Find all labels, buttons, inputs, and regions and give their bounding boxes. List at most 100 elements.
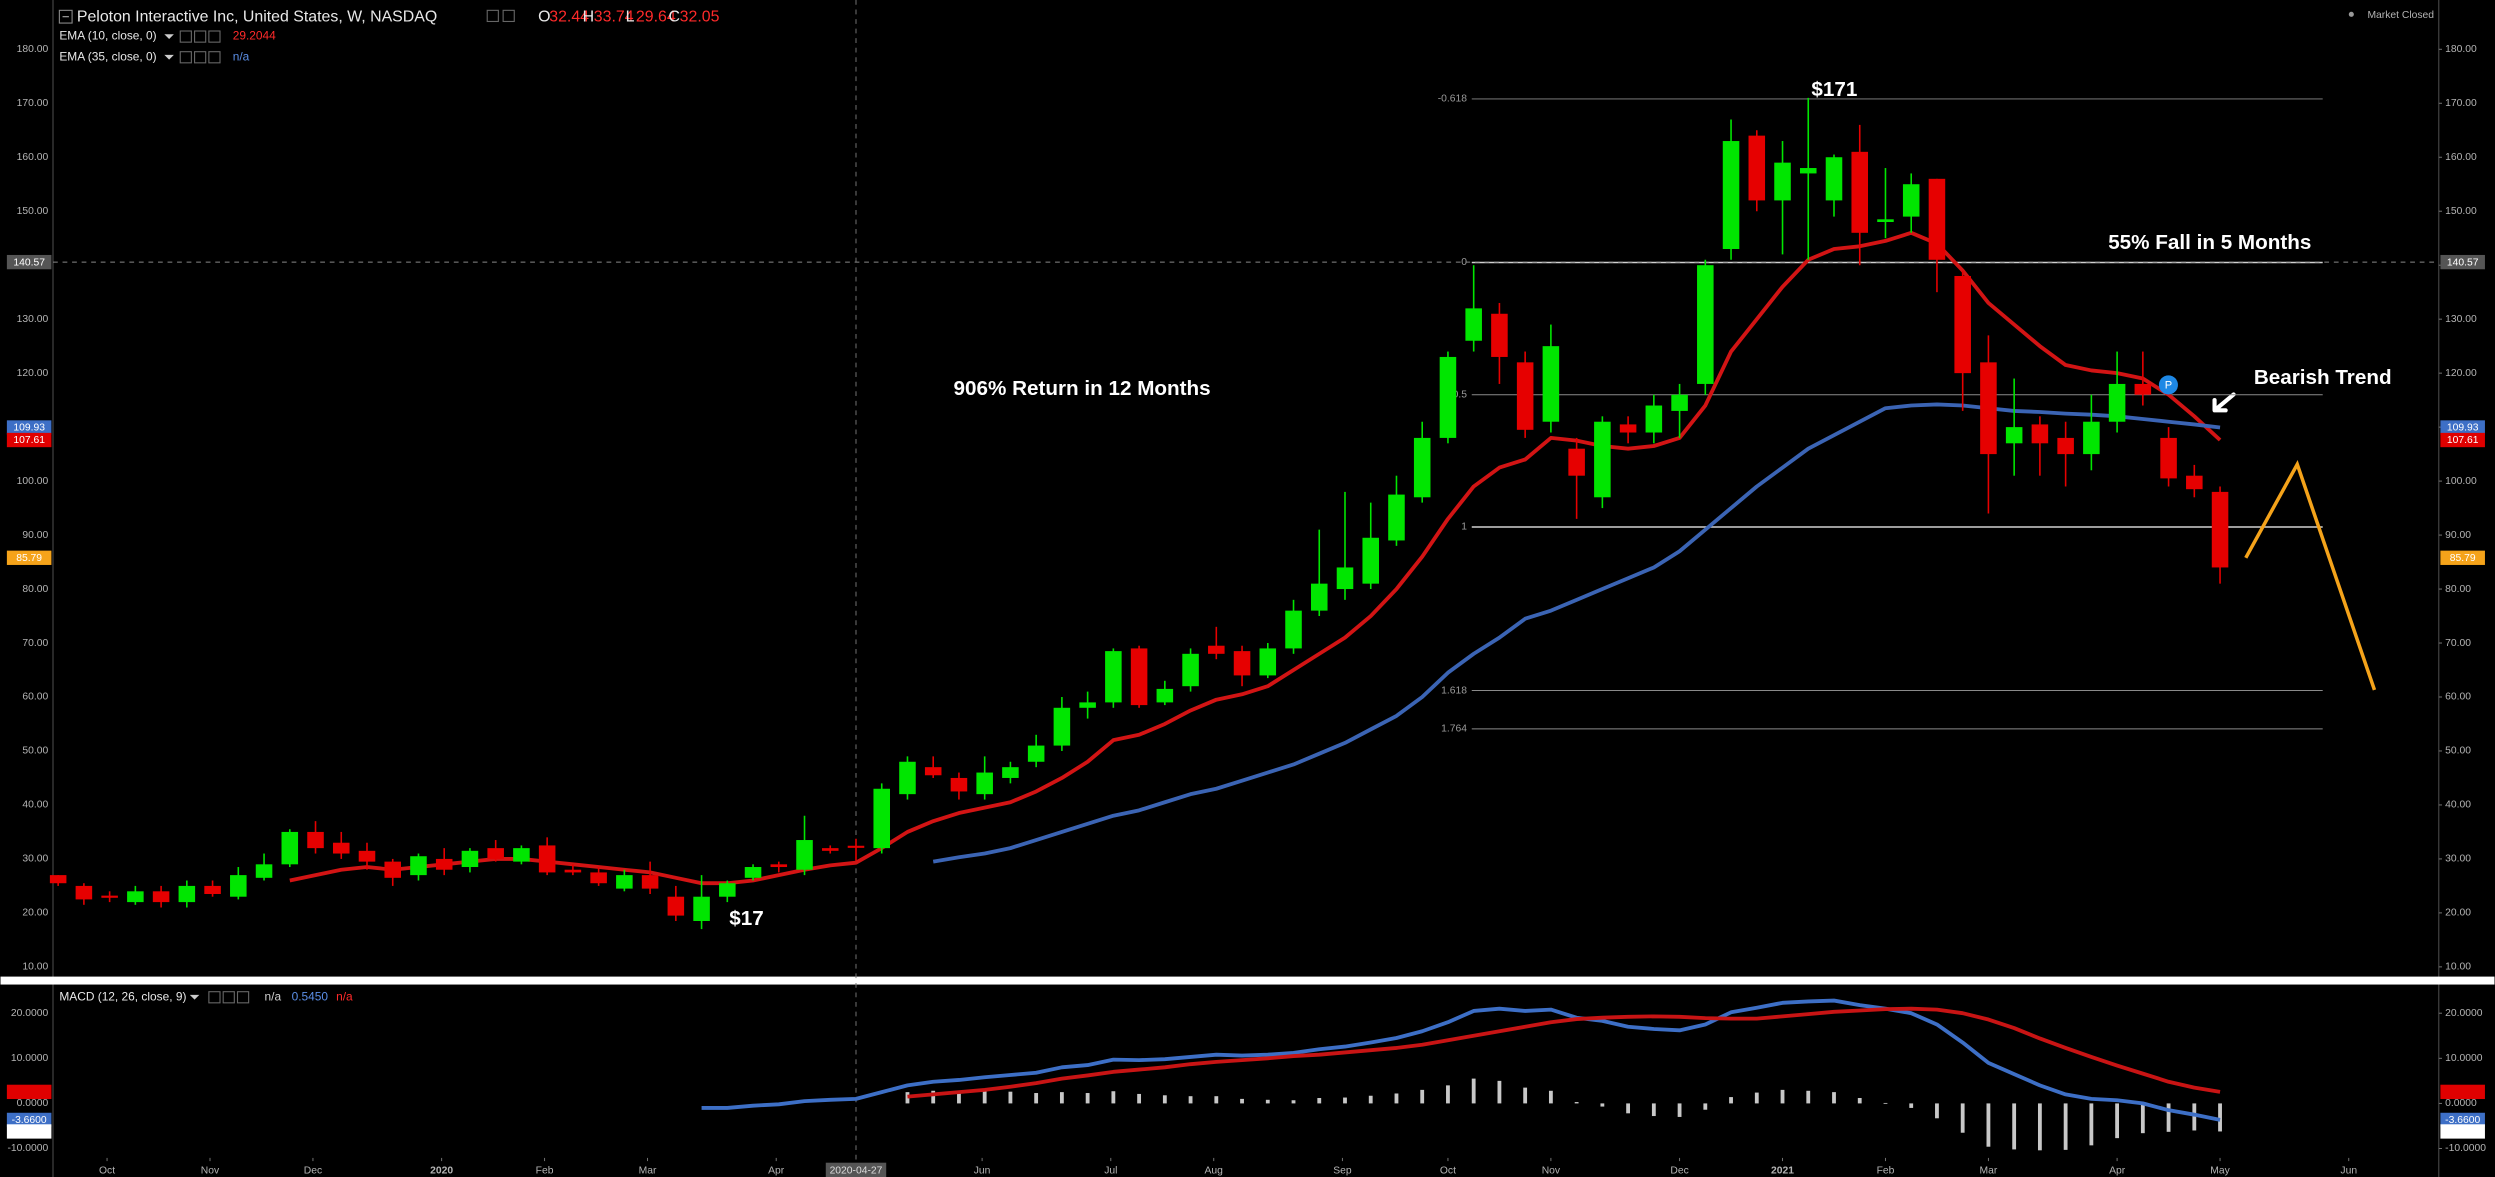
icon[interactable] <box>194 51 207 64</box>
candle-body <box>821 848 839 851</box>
icon[interactable] <box>236 991 250 1004</box>
fib-level-label: 0.5 <box>1453 389 1468 400</box>
icon[interactable] <box>179 51 192 64</box>
candle-body <box>873 788 891 849</box>
icon[interactable] <box>208 51 221 64</box>
candle-body <box>1413 437 1431 498</box>
icon[interactable] <box>208 991 221 1004</box>
candle-body <box>1233 651 1251 676</box>
candle-body <box>1877 219 1894 223</box>
candle-body <box>1362 537 1380 584</box>
y-tick-label: 160.00 <box>17 152 49 163</box>
histogram-bar <box>1291 1100 1296 1104</box>
candle-body <box>1619 424 1637 433</box>
ohlc-value: 32.44 <box>549 9 589 26</box>
y-tick-label: 90.00 <box>22 530 48 541</box>
ohlc-label: C <box>669 9 680 26</box>
fib-level-label: 1.764 <box>1441 724 1467 735</box>
fib-level-label: 0 <box>1461 257 1467 268</box>
icon[interactable] <box>179 30 192 43</box>
legend-caret <box>164 54 174 60</box>
y-tick-label-right: 50.00 <box>2445 746 2471 757</box>
candle-body <box>847 845 865 848</box>
candle-body <box>1825 157 1843 201</box>
value-tag-label: 109.93 <box>2447 423 2479 434</box>
histogram-bar <box>905 1092 910 1104</box>
y-tick-label-right: 10.00 <box>2445 962 2471 973</box>
candle-body <box>1336 567 1354 590</box>
annotation-arrow <box>2212 392 2236 413</box>
y-tick-label-right: 60.00 <box>2445 692 2471 703</box>
candle-body <box>719 883 736 897</box>
collapse-icon[interactable] <box>58 9 73 24</box>
x-tick-label: Feb <box>1877 1165 1895 1176</box>
y-tick-label: 0.0000 <box>17 1098 49 1109</box>
histogram-bar <box>1059 1092 1064 1104</box>
candle-body <box>1208 645 1225 654</box>
status-dot <box>2348 11 2354 17</box>
value-tag <box>6 1084 52 1100</box>
icon[interactable] <box>222 991 235 1004</box>
y-tick-label-right: 170.00 <box>2445 98 2477 109</box>
icon[interactable] <box>502 9 515 23</box>
y-tick-label: 20.00 <box>22 908 48 919</box>
y-tick-label: 150.00 <box>17 206 49 217</box>
macd-title: MACD (12, 26, close, 9) <box>59 989 186 1003</box>
candle-body <box>487 848 504 859</box>
y-tick-label-right: 0.0000 <box>2445 1098 2477 1109</box>
histogram-bar <box>957 1091 961 1104</box>
candle-body <box>1516 362 1534 430</box>
icon[interactable] <box>486 9 499 23</box>
value-tag-label: 140.57 <box>2447 257 2479 268</box>
value-tag <box>2440 1124 2485 1139</box>
candle-body <box>796 840 813 870</box>
value-tag-label: 140.57 <box>13 257 45 268</box>
candle-body <box>744 867 762 878</box>
candle-body <box>358 850 376 862</box>
value-tag-label: -3.6600 <box>12 1115 47 1126</box>
x-tick-label: Sep <box>1333 1165 1352 1176</box>
x-tick-label: Oct <box>1440 1165 1456 1176</box>
candle-body <box>1027 745 1045 762</box>
histogram-bar <box>1420 1089 1425 1104</box>
value-tag <box>2440 432 2485 448</box>
candle-body <box>75 885 93 900</box>
ohlc-value: 29.64 <box>636 9 676 26</box>
legend-name: EMA (10, close, 0) <box>59 29 156 43</box>
candle-body <box>1156 688 1174 703</box>
candle-body <box>513 848 530 862</box>
icon[interactable] <box>208 30 221 43</box>
candle-body <box>101 895 118 898</box>
histogram-bar <box>1883 1102 1888 1104</box>
icon[interactable] <box>194 30 207 43</box>
value-tag-label: 85.79 <box>2450 553 2476 564</box>
y-tick-label-right: 40.00 <box>2445 800 2471 811</box>
histogram-bar <box>1497 1080 1502 1104</box>
histogram-bar <box>1600 1103 1605 1107</box>
candle-body <box>2186 475 2203 490</box>
candle-body <box>255 864 273 878</box>
x-tick-label: Dec <box>1670 1165 1688 1176</box>
annotation: Bearish Trend <box>2254 366 2392 389</box>
crosshair-date: 2020-04-27 <box>830 1165 883 1176</box>
candle-body <box>641 875 659 889</box>
candle-body <box>461 850 479 868</box>
histogram-bar <box>1780 1089 1785 1104</box>
legend-readout: 29.2044 <box>233 29 276 43</box>
fib-level-label: 1.618 <box>1441 685 1467 696</box>
histogram-bar <box>1446 1085 1450 1104</box>
histogram-bar <box>1188 1096 1193 1104</box>
candle-body <box>770 864 788 868</box>
histogram-bar <box>1343 1097 1347 1104</box>
ema-line <box>932 402 2221 864</box>
x-tick-label: Jun <box>2340 1165 2357 1176</box>
y-tick-label: 70.00 <box>22 638 48 649</box>
y-tick-label: -10.0000 <box>7 1143 48 1154</box>
y-tick-label: 10.0000 <box>11 1053 49 1064</box>
y-tick-label: 50.00 <box>22 746 48 757</box>
histogram-bar <box>1754 1092 1759 1104</box>
y-tick-label-right: 180.00 <box>2445 44 2477 55</box>
histogram-bar <box>1986 1103 1991 1147</box>
candle-body <box>1748 135 1766 201</box>
